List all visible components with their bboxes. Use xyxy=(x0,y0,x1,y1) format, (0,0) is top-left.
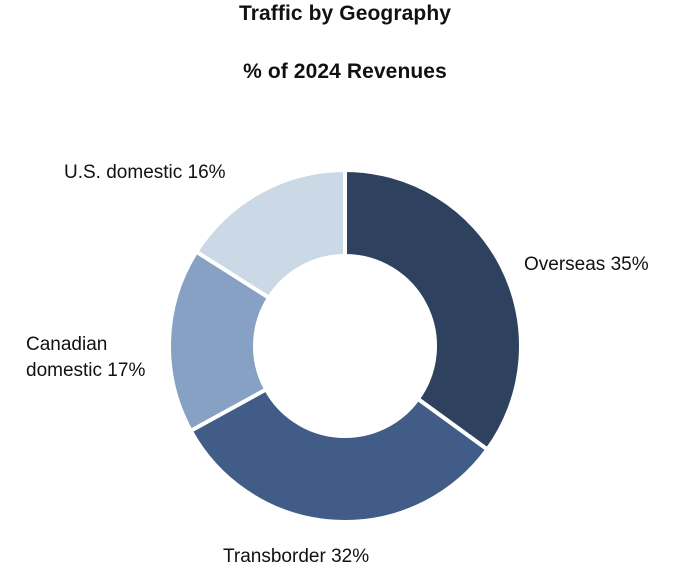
slice-overseas xyxy=(343,168,523,452)
chart-subtitle: % of 2024 Revenues xyxy=(243,60,447,83)
chart-title: Traffic by Geography xyxy=(238,2,452,25)
slice-transborder xyxy=(188,387,490,524)
label-u-s-domestic: U.S. domestic 16% xyxy=(64,162,226,183)
label-overseas: Overseas 35% xyxy=(524,254,649,275)
slice-u-s-domestic xyxy=(194,168,347,300)
slice-canadian-domestic xyxy=(167,249,272,433)
label-canadian-domestic: Canadian domestic 17% xyxy=(26,334,145,381)
label-transborder: Transborder 32% xyxy=(223,546,369,567)
